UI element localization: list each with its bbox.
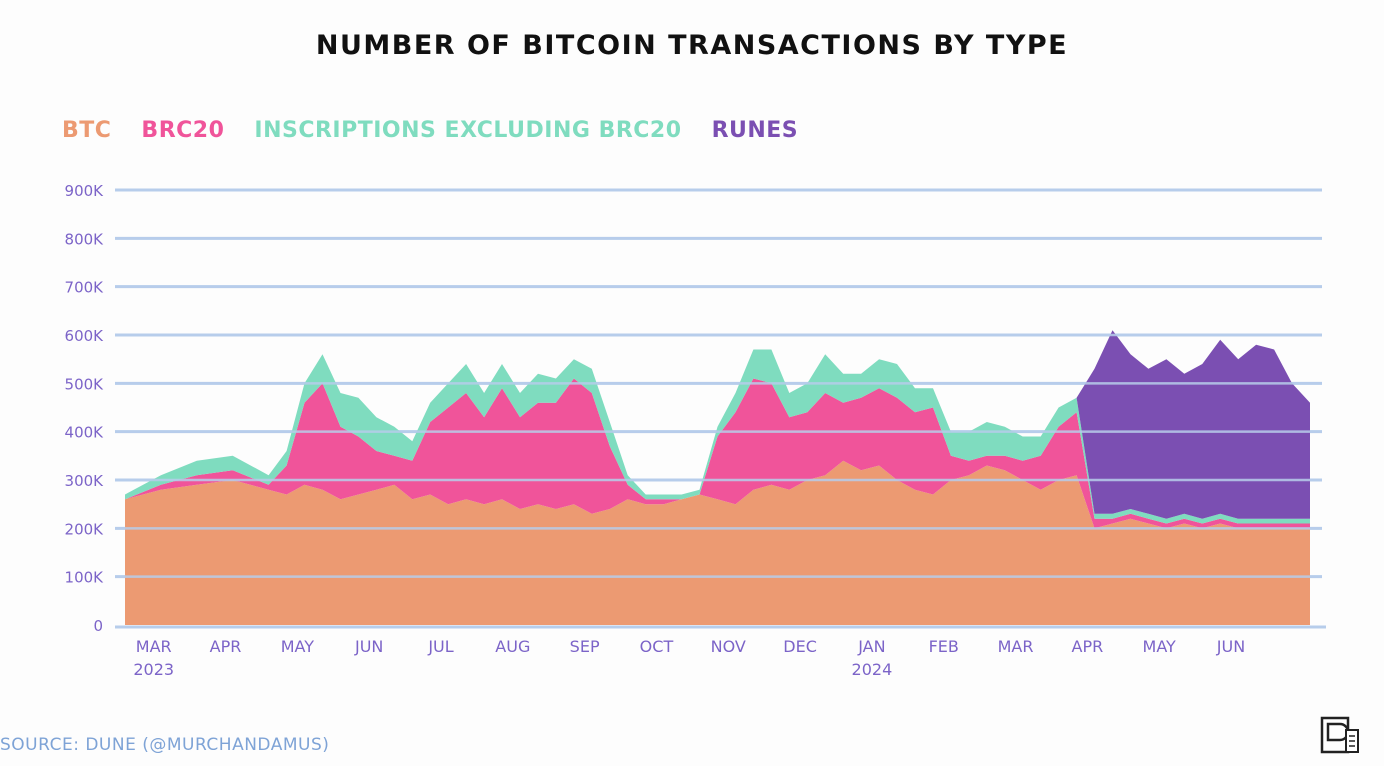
- x-tick-label: JAN: [857, 637, 885, 656]
- x-tick-label: FEB: [929, 637, 959, 656]
- legend-inscriptions: INSCRIPTIONS EXCLUDING BRC20: [254, 118, 682, 143]
- y-tick-label: 900K: [65, 182, 105, 200]
- chart-title: NUMBER OF BITCOIN TRANSACTIONS BY TYPE: [315, 30, 1069, 61]
- y-tick-label: 300K: [65, 472, 105, 490]
- x-tick-label: SEP: [570, 637, 600, 656]
- x-tick-label: MAR: [998, 637, 1034, 656]
- x-tick-label: MAR: [136, 637, 172, 656]
- area-inscriptions-excluding-brc20: [125, 349, 1310, 524]
- legend-btc: BTC: [62, 118, 112, 143]
- area-btc: [125, 460, 1310, 625]
- y-tick-label: 200K: [65, 520, 105, 538]
- x-tick-label: JUL: [427, 637, 453, 656]
- series-areas: [125, 330, 1310, 625]
- x-tick-label: MAY: [281, 637, 315, 656]
- y-tick-label: 800K: [65, 230, 105, 248]
- x-tick-label: AUG: [495, 637, 530, 656]
- x-tick-label: APR: [1072, 637, 1104, 656]
- y-tick-label: 0: [93, 617, 103, 635]
- x-tick-year: 2024: [852, 660, 893, 679]
- x-tick-label: JUN: [354, 637, 383, 656]
- y-tick-label: 600K: [65, 327, 105, 345]
- axes: 0 100K 200K 300K 400K 500K 600K 700K 800K 900K MAR…: [65, 182, 1326, 679]
- y-tick-label: 400K: [65, 424, 105, 442]
- x-tick-label: OCT: [640, 637, 674, 656]
- legend-brc20: BRC20: [141, 118, 225, 143]
- x-tick-label: JUN: [1216, 637, 1245, 656]
- x-tick-label: APR: [210, 637, 242, 656]
- x-tick-label: NOV: [711, 637, 746, 656]
- legend: BTC BRC20 INSCRIPTIONS EXCLUDING BRC20 R…: [62, 118, 798, 143]
- x-tick-label: DEC: [783, 637, 817, 656]
- area-brc20: [125, 378, 1310, 529]
- y-tick-label: 100K: [65, 569, 105, 587]
- x-tick-year: 2023: [133, 660, 174, 679]
- legend-runes: RUNES: [711, 118, 799, 143]
- x-tick-label: MAY: [1143, 637, 1177, 656]
- y-tick-label: 500K: [65, 375, 105, 393]
- area-runes: [125, 330, 1310, 519]
- y-tick-label: 700K: [65, 279, 105, 297]
- logo-icon: [1320, 716, 1359, 754]
- source-note: SOURCE: DUNE (@MURCHANDAMUS): [0, 735, 330, 755]
